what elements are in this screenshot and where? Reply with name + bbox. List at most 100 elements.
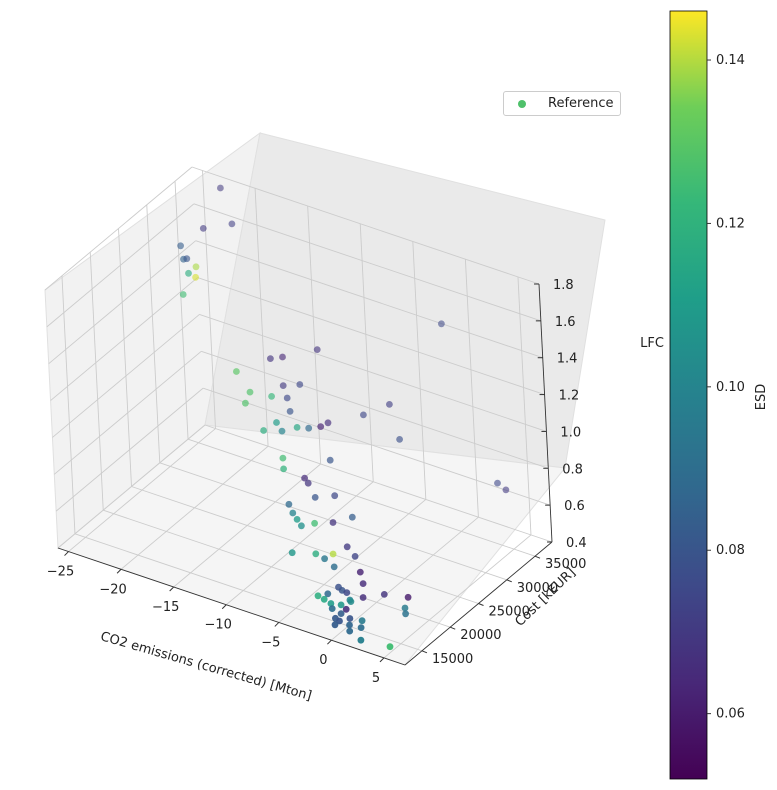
- scatter-point: [343, 543, 351, 551]
- scatter-point: [278, 427, 286, 435]
- scatter-point: [396, 436, 403, 443]
- z-tick-label: 0.6: [564, 499, 585, 514]
- scatter-point: [331, 492, 339, 500]
- scatter-point: [242, 399, 249, 407]
- scatter-point: [228, 220, 236, 228]
- z-axis-ticks: 0.4 0.6 0.8 1.0 1.2 1.4 1.6 1.8: [534, 278, 587, 551]
- scatter-point: [404, 593, 412, 601]
- y-tick-mark: [534, 555, 541, 559]
- y-tick-mark: [478, 603, 484, 606]
- scatter-point: [348, 513, 356, 521]
- y-axis-ticks: 15000 20000 25000 30000 35000: [421, 555, 586, 667]
- scatter-point: [386, 401, 393, 408]
- colorbar-label: ESD: [754, 384, 769, 410]
- z-tick-label: 1.6: [555, 315, 576, 330]
- scatter-point: [329, 519, 337, 526]
- scatter-point: [279, 353, 286, 361]
- scatter-point: [359, 594, 367, 601]
- scatter-point: [286, 408, 294, 415]
- z-tick-label: 1.0: [560, 425, 581, 440]
- scatter-point: [346, 627, 354, 635]
- scatter-point: [330, 563, 338, 571]
- scatter-point: [358, 617, 366, 625]
- scatter-point: [336, 617, 343, 625]
- scatter-point: [346, 615, 354, 622]
- scatter-point: [313, 346, 321, 353]
- scatter-point: [380, 591, 388, 598]
- y-tick-label: 30000: [517, 581, 558, 596]
- x-tick-mark: [379, 657, 385, 663]
- scatter-point: [438, 320, 445, 328]
- x-tick-mark: [169, 586, 175, 592]
- colorbar-ticks: 0.06 0.08 0.10 0.12 0.14: [707, 53, 745, 722]
- scatter-point: [279, 454, 287, 462]
- scatter-point: [324, 590, 332, 598]
- x-tick-label: 5: [372, 671, 380, 686]
- scatter-point: [347, 598, 355, 605]
- legend-label: Reference: [548, 96, 614, 111]
- scatter-point: [304, 479, 312, 487]
- x-tick-label: −25: [47, 565, 74, 580]
- scatter-point: [311, 519, 318, 527]
- scatter-point: [246, 388, 254, 396]
- scatter-point: [331, 621, 339, 629]
- scatter-point: [327, 600, 335, 607]
- scatter-point: [329, 550, 337, 558]
- x-tick-mark: [64, 551, 69, 556]
- scatter-point: [314, 592, 322, 600]
- colorbar-tick-label: 0.10: [716, 380, 745, 395]
- scatter-point: [311, 494, 319, 501]
- scatter-point: [289, 509, 297, 517]
- scatter-point: [360, 411, 367, 419]
- scatter-point: [192, 273, 200, 281]
- z-tick-label: 0.8: [562, 462, 583, 477]
- scatter-point: [260, 427, 267, 434]
- scatter-point: [356, 568, 364, 576]
- x-tick-label: −10: [205, 618, 232, 633]
- scatter-point: [185, 269, 192, 277]
- scatter-point: [328, 605, 336, 612]
- scatter-point: [359, 580, 367, 587]
- scatter-point: [183, 255, 191, 263]
- x-axis-ticks: −25 −20 −15 −10 −5 0 5: [47, 551, 385, 686]
- scatter-point: [280, 465, 287, 473]
- scatter-point: [357, 636, 365, 644]
- x-tick-label: −15: [152, 600, 179, 615]
- scatter-point: [293, 516, 301, 523]
- x-tick-mark: [274, 622, 280, 627]
- x-axis-label: CO2 emissions (corrected) [Mton]: [99, 629, 314, 704]
- scatter-point: [402, 610, 409, 618]
- gridlines: [44, 166, 553, 659]
- colorbar: [669, 10, 708, 780]
- scatter-point: [268, 393, 275, 400]
- scatter-point: [342, 605, 350, 613]
- x-tick-label: 0: [319, 653, 327, 668]
- scatter-point: [217, 184, 224, 192]
- scatter-point: [267, 355, 274, 362]
- scatter-point: [320, 595, 328, 603]
- scatter-point: [317, 423, 325, 430]
- scatter-point: [273, 419, 280, 426]
- y-axis-label: Cost [kEUR]: [512, 565, 578, 630]
- scatter-point: [293, 424, 301, 431]
- scatter-point: [494, 479, 501, 487]
- scatter-point: [288, 549, 296, 557]
- scatter-point: [279, 382, 287, 389]
- legend-marker: [518, 100, 526, 108]
- scatter-point: [296, 381, 304, 388]
- y-tick-mark: [506, 579, 512, 583]
- scatter-points: [177, 184, 510, 651]
- x-tick-mark: [116, 568, 122, 574]
- x-tick-mark: [221, 604, 227, 610]
- scatter-point: [401, 604, 409, 612]
- scatter-point: [343, 589, 351, 596]
- scatter-point: [386, 643, 394, 651]
- scatter-point: [192, 263, 200, 271]
- scatter-point: [298, 522, 305, 530]
- legend: Reference: [503, 91, 621, 116]
- colorbar-tick-label: 0.06: [716, 707, 745, 722]
- scatter-point: [326, 456, 334, 464]
- scatter-point: [324, 419, 332, 427]
- scatter-point: [285, 500, 293, 508]
- z-axis-label: LFC: [640, 336, 664, 351]
